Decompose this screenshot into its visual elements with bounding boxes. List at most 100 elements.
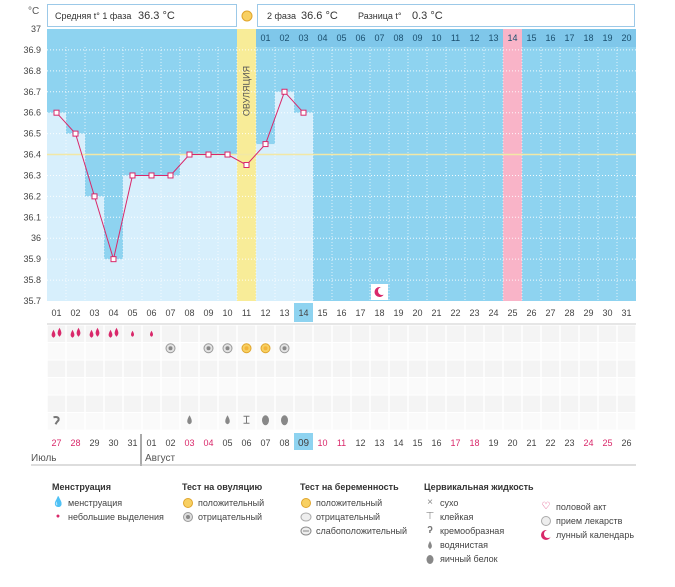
- legend-item: положительный: [182, 496, 264, 510]
- post-ovulation-day-label: 17: [564, 33, 574, 43]
- post-day-cell: [313, 29, 332, 47]
- expected-period-column: [503, 29, 522, 301]
- temp-bar: [47, 112, 66, 301]
- cycle-day-label: 19: [393, 308, 403, 318]
- calendar-date-label: 25: [602, 438, 612, 448]
- legend-item-label: водянистая: [440, 540, 489, 550]
- moon-icon: [540, 529, 552, 541]
- post-ovulation-day-label: 13: [488, 33, 498, 43]
- legend-item-label: яичный белок: [440, 554, 498, 564]
- calendar-date-label: 26: [621, 438, 631, 448]
- legend-item-label: прием лекарств: [556, 516, 623, 526]
- ovulation-test-positive-core: [244, 346, 249, 351]
- legend-other: ♡ половой акт прием лекарств лунный кален…: [540, 500, 634, 542]
- cycle-day-label: 11: [242, 308, 251, 318]
- legend-item-label: отрицательный: [316, 512, 381, 522]
- cycle-day-label: 16: [336, 308, 346, 318]
- spotting-drop-icon: [131, 330, 134, 337]
- post-ovulation-day-label: 12: [469, 33, 479, 43]
- cycle-day-label: 05: [127, 308, 137, 318]
- post-day-cell: [351, 29, 370, 47]
- post-ovulation-day-label: 09: [412, 33, 422, 43]
- legend-item-label: лунный календарь: [556, 530, 635, 540]
- legend-menstruation: Менструация 💧 менструация ● небольшие выде…: [52, 482, 164, 524]
- negative-test-icon: [182, 511, 194, 523]
- y-tick-label: 36.7: [23, 87, 41, 97]
- post-ovulation-day-label: 20: [621, 33, 631, 43]
- calendar-date-label: 12: [355, 438, 365, 448]
- creamy-icon: [53, 416, 60, 425]
- temperature-point: [110, 256, 117, 263]
- y-tick-label: 36: [31, 233, 41, 243]
- cycle-day-label: 25: [507, 308, 517, 318]
- legend-item: × сухо: [424, 496, 534, 510]
- cycle-day-label: 04: [108, 308, 118, 318]
- post-day-cell: [541, 29, 560, 47]
- legend-item-label: положительный: [316, 498, 383, 508]
- ovulation-test-positive-core: [263, 346, 268, 351]
- y-tick-label: 36.5: [23, 129, 41, 139]
- temperature-point: [281, 88, 288, 95]
- cycle-day-label: 10: [222, 308, 232, 318]
- cycle-day-label: 22: [450, 308, 460, 318]
- temperature-point: [205, 151, 212, 158]
- temp-bar: [142, 175, 161, 301]
- temperature-point: [243, 162, 250, 168]
- calendar-date-label: 24: [583, 438, 593, 448]
- drop-icon: 💧: [52, 497, 65, 508]
- legend-item-label: положительный: [198, 498, 265, 508]
- marks-row: [46, 342, 637, 361]
- post-day-cell: [446, 29, 465, 47]
- legend-item: лунный календарь: [540, 528, 634, 542]
- menstruation-drop-icon: [95, 327, 100, 337]
- calendar-date-label: 04: [203, 438, 213, 448]
- temp-bar: [123, 175, 142, 301]
- temperature-point: [224, 151, 231, 158]
- cycle-day-label: 12: [260, 308, 270, 318]
- post-day-cell: [560, 29, 579, 47]
- watery-icon: [187, 415, 192, 425]
- post-day-cell: [294, 29, 313, 47]
- post-ovulation-day-label: 11: [451, 33, 460, 43]
- y-tick-label: 36.2: [23, 191, 41, 201]
- menstruation-drop-icon: [89, 329, 94, 338]
- cycle-day-label: 27: [545, 308, 555, 318]
- ovulation-test-negative-core: [206, 346, 211, 351]
- legend-item-label: половой акт: [556, 502, 607, 512]
- sticky-icon: ⊤: [425, 511, 435, 522]
- menstruation-drop-icon: [76, 327, 81, 337]
- post-ovulation-day-label: 19: [602, 33, 612, 43]
- sun-icon: [182, 497, 194, 509]
- post-day-cell: [617, 29, 636, 47]
- cycle-day-label: 23: [469, 308, 479, 318]
- calendar-date-label: 28: [70, 438, 80, 448]
- menstruation-drop-icon: [108, 329, 113, 338]
- post-ovulation-day-label: 14: [507, 33, 517, 43]
- calendar-date-label: 29: [89, 438, 99, 448]
- temperature-point: [167, 172, 174, 179]
- y-tick-label: 36.8: [23, 66, 41, 76]
- calendar-date-label: 07: [260, 438, 270, 448]
- temperature-point: [53, 109, 60, 116]
- calendar-date-label: 09: [298, 438, 310, 449]
- calendar-date-label: 03: [184, 438, 194, 448]
- post-ovulation-day-label: 03: [298, 33, 308, 43]
- cycle-day-label: 01: [51, 308, 61, 318]
- creamy-icon: ʔ: [427, 525, 433, 536]
- post-ovulation-day-label: 18: [583, 33, 593, 43]
- temp-bar: [218, 154, 237, 301]
- post-ovulation-day-label: 02: [279, 33, 289, 43]
- phase2-value: 36.6 °C: [301, 10, 338, 22]
- legend-item: прием лекарств: [540, 514, 634, 528]
- legend-item-label: слабоположительный: [316, 526, 408, 536]
- calendar-date-label: 21: [526, 438, 536, 448]
- cycle-day-label: 24: [488, 308, 498, 318]
- sun-icon: [241, 10, 253, 22]
- legend-item-label: небольшие выделения: [68, 512, 164, 522]
- temperature-point: [186, 151, 193, 158]
- calendar-date-label: 10: [317, 438, 327, 448]
- legend-item: яичный белок: [424, 552, 534, 566]
- menstruation-drop-icon: [51, 329, 56, 338]
- menstruation-drop-icon: [57, 327, 62, 337]
- ovulation-test-negative-core: [282, 346, 287, 351]
